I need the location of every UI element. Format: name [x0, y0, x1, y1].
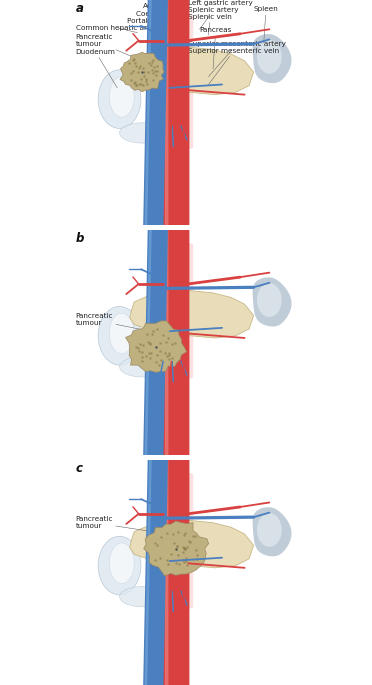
Ellipse shape	[109, 543, 134, 584]
Polygon shape	[143, 460, 168, 685]
FancyBboxPatch shape	[158, 243, 193, 379]
Text: Portal vein: Portal vein	[128, 18, 166, 26]
FancyBboxPatch shape	[158, 14, 193, 149]
Polygon shape	[144, 521, 209, 576]
Ellipse shape	[109, 77, 134, 117]
Ellipse shape	[109, 313, 134, 353]
Ellipse shape	[119, 586, 164, 607]
Text: Superior mesenteric vein: Superior mesenteric vein	[188, 48, 279, 84]
Polygon shape	[253, 34, 292, 83]
Text: Pancreatic
tumour: Pancreatic tumour	[76, 314, 155, 332]
Polygon shape	[145, 230, 152, 455]
FancyBboxPatch shape	[165, 0, 169, 226]
Ellipse shape	[119, 357, 164, 377]
Text: Common hepatic artery: Common hepatic artery	[76, 25, 161, 33]
FancyBboxPatch shape	[162, 0, 189, 227]
Polygon shape	[130, 290, 254, 338]
Ellipse shape	[98, 536, 141, 595]
Polygon shape	[257, 40, 282, 74]
Text: Duodenum: Duodenum	[76, 49, 117, 88]
Text: Pancreas: Pancreas	[199, 27, 232, 68]
Polygon shape	[145, 460, 152, 685]
Text: Left gastric artery: Left gastric artery	[177, 1, 253, 10]
Text: Superior mesenteric artery: Superior mesenteric artery	[188, 41, 286, 77]
FancyBboxPatch shape	[162, 229, 189, 456]
Polygon shape	[145, 0, 152, 225]
Polygon shape	[257, 283, 282, 317]
FancyBboxPatch shape	[158, 473, 193, 608]
Ellipse shape	[98, 70, 141, 128]
Polygon shape	[130, 521, 254, 568]
Text: Spleen: Spleen	[254, 6, 278, 43]
FancyBboxPatch shape	[162, 458, 189, 685]
Ellipse shape	[98, 306, 141, 365]
Text: Pancreatic
tumour: Pancreatic tumour	[76, 516, 176, 535]
Text: Coeliac axis: Coeliac axis	[137, 10, 179, 18]
Text: Splenic artery: Splenic artery	[188, 7, 239, 29]
Polygon shape	[143, 230, 168, 455]
Text: Splenic vein: Splenic vein	[188, 14, 232, 35]
Polygon shape	[130, 47, 254, 95]
Polygon shape	[253, 507, 292, 556]
Text: Pancreatic
tumour: Pancreatic tumour	[76, 34, 142, 61]
FancyBboxPatch shape	[165, 459, 169, 685]
Text: a: a	[76, 2, 83, 15]
Polygon shape	[120, 52, 164, 92]
Text: b: b	[76, 232, 84, 245]
Polygon shape	[125, 321, 186, 372]
FancyBboxPatch shape	[165, 229, 169, 456]
Text: Aorta: Aorta	[143, 3, 176, 10]
Polygon shape	[257, 513, 282, 547]
Polygon shape	[253, 277, 292, 327]
Text: c: c	[76, 462, 83, 475]
Ellipse shape	[119, 123, 164, 143]
Polygon shape	[143, 0, 168, 225]
